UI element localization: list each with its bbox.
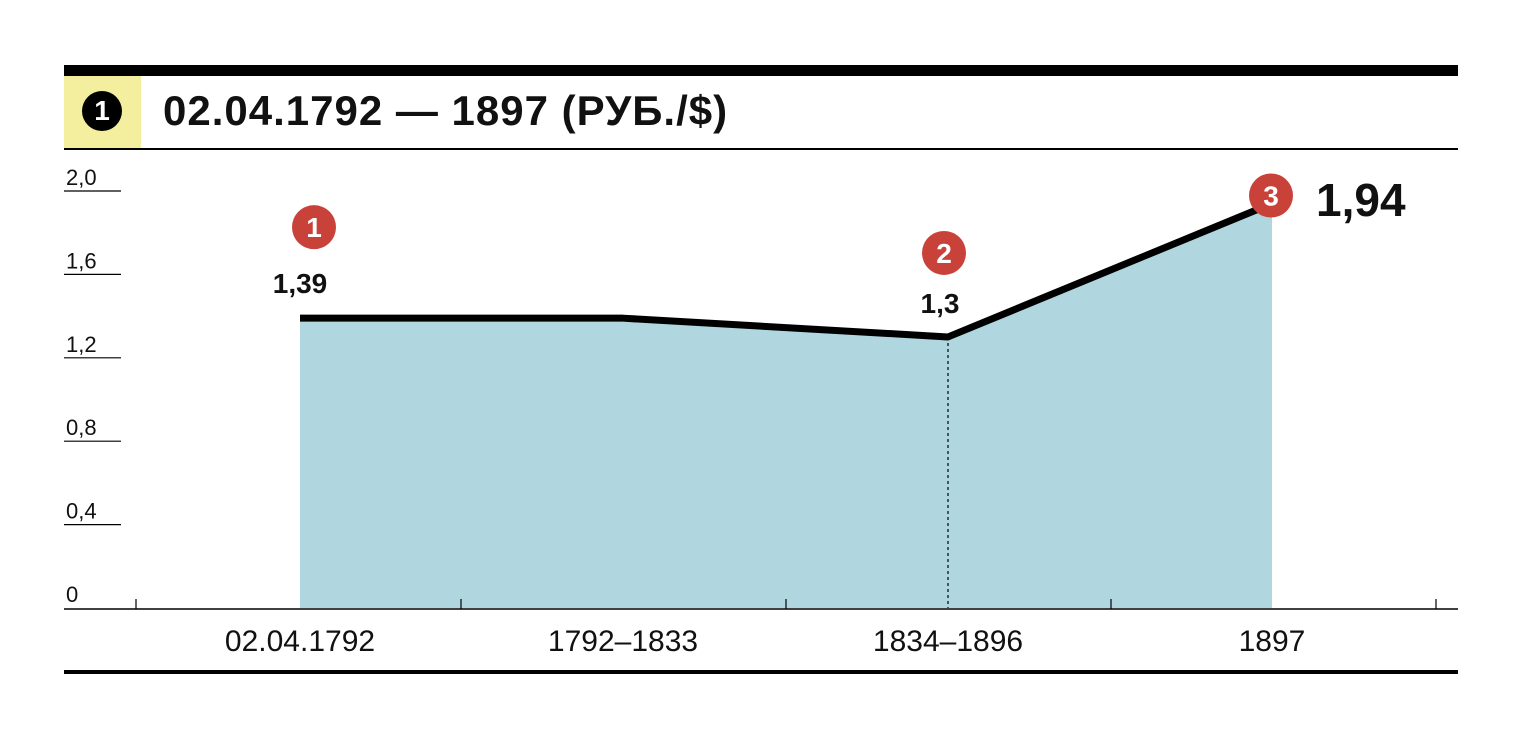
data-label-3: 1,94 (1316, 174, 1406, 226)
bottom-rule (64, 670, 1458, 674)
data-label-1: 1,39 (273, 268, 328, 299)
marker-number-3: 3 (1263, 181, 1279, 212)
marker-number-2: 2 (936, 238, 952, 269)
series-line (300, 200, 1274, 341)
marker-circle-3 (1249, 173, 1293, 218)
y-tick-label: 0 (66, 582, 78, 607)
y-tick-label: 1,2 (66, 332, 97, 357)
title-divider (64, 148, 1458, 150)
x-category-label: 1792–1833 (548, 625, 698, 658)
y-tick-label: 0,4 (66, 499, 97, 524)
y-tick-label: 1,6 (66, 248, 97, 273)
marker-circle-2 (922, 230, 966, 275)
marker-number-1: 1 (306, 212, 322, 243)
data-label-2: 1,3 (921, 288, 960, 319)
chart-number-badge: 1 (82, 91, 122, 131)
marker-circle-1 (292, 205, 336, 250)
y-tick-label: 2,0 (66, 165, 97, 190)
x-category-label: 02.04.1792 (225, 625, 375, 658)
x-category-label: 1897 (1239, 625, 1306, 658)
y-tick-label: 0,8 (66, 415, 97, 440)
chart-title: 02.04.1792 — 1897 (РУБ./$) (163, 87, 729, 134)
x-category-label: 1834–1896 (873, 625, 1023, 658)
top-rule (64, 65, 1458, 76)
